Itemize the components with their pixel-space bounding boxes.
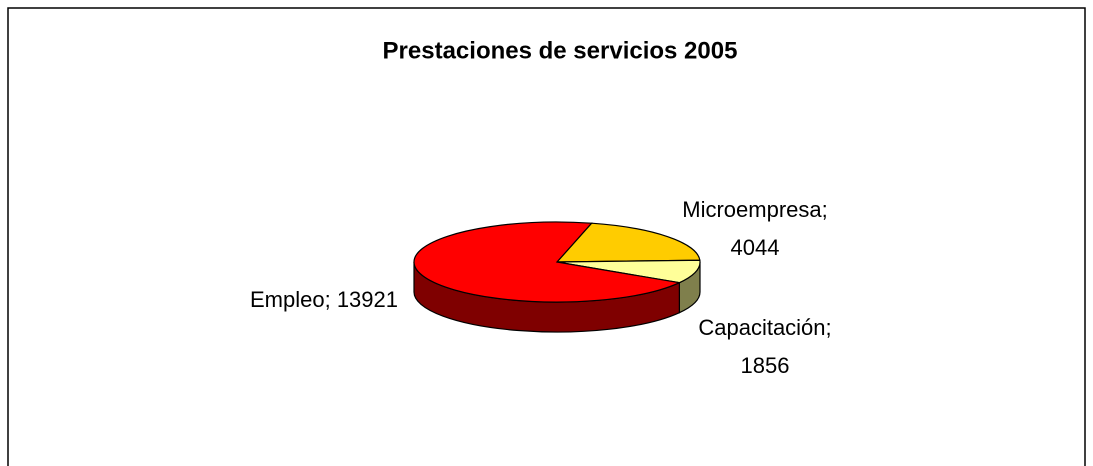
pie-slice: [413, 221, 682, 303]
data-label: Empleo; 13921: [250, 287, 398, 312]
pie-slice: [555, 222, 701, 263]
data-label: Capacitación; 1856: [698, 315, 832, 378]
chart-title: Prestaciones de servicios 2005: [383, 37, 738, 64]
data-label: Microempresa; 4044: [682, 197, 828, 260]
